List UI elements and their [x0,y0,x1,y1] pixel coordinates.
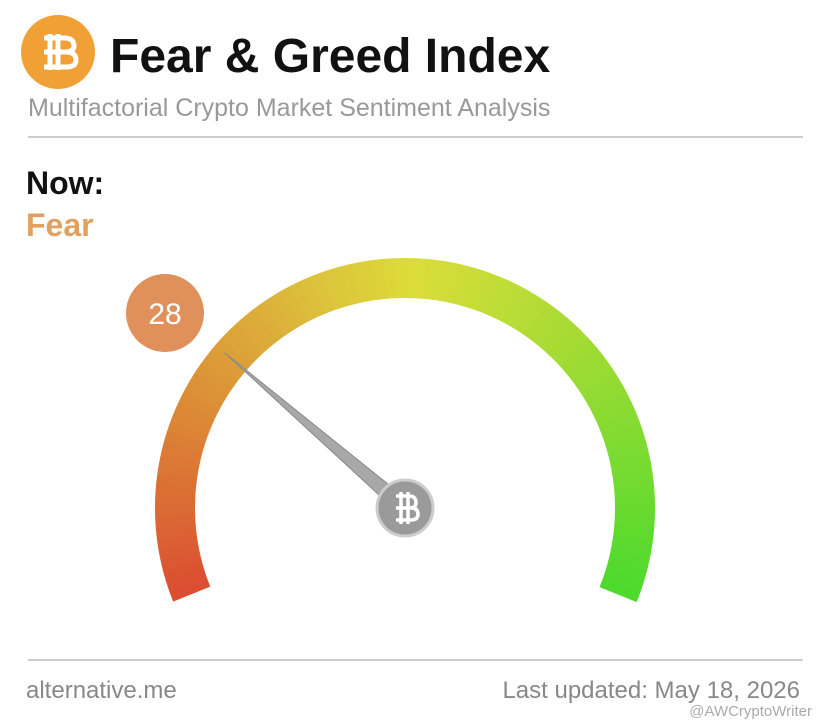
gauge-arc [290,280,318,322]
gauge-arc [236,315,271,353]
gauge-arc [613,473,654,489]
gauge-arc [161,441,203,462]
gauge-arc [602,569,645,593]
gauge-arc [599,578,641,603]
gauge-arc [361,260,379,302]
logo-glyph [44,34,79,70]
gauge-arc [330,266,352,308]
gauge-arc [565,346,604,380]
gauge-arc [156,473,198,489]
gauge-arc [450,263,470,306]
gauge-arc [605,560,647,582]
gauge-arc [271,290,301,331]
gauge-arc [576,363,616,395]
gauge-arc [340,263,361,306]
gauge-arc [351,261,370,303]
gauge-arc [183,381,224,411]
gauge-arc [221,330,258,366]
gauge-arc [423,258,439,300]
gauge: 28 [126,258,655,603]
gauge-arc [228,322,265,360]
gauge-arc [432,260,449,302]
gauge-arc [253,302,286,342]
gauge-arc [189,372,229,403]
gauge-arc [608,551,650,572]
gauge-arc [414,258,428,299]
gauge-arc [613,524,655,540]
gauge-arc [581,372,622,403]
gauge-arc [552,330,590,366]
gauge-arc [611,463,653,480]
gauge-arc [162,560,205,582]
gauge-arc [157,462,199,480]
gauge-arc [372,258,388,300]
gauge-arc [280,285,309,326]
gauge-arc [601,421,644,445]
gauge-arc [383,258,397,299]
gauge-arc [309,272,335,314]
gauge-arc [586,381,627,411]
gauge-arc [610,542,652,561]
gauge-arc [156,533,198,550]
gauge-arc [532,309,566,348]
gauge-arc [200,354,240,387]
gauge-arc [571,355,610,388]
gauge-arc [441,261,460,304]
gauge-arc [598,411,640,436]
status: Fear [26,207,94,243]
gauge-arc [524,302,558,342]
gauge-arc [194,363,234,395]
gauge-arc [155,515,196,528]
gauge-arc [614,515,655,529]
gauge-arc [546,323,582,360]
gauge-arc [170,410,212,436]
watermark: @AWCryptoWriter [689,703,812,720]
gauge-arc [467,269,491,311]
gauge-arc [614,484,655,498]
gauge-arc [244,308,279,347]
gauge-arc [493,281,521,322]
updated: Last updated: May 18, 2026 [502,677,800,704]
gauge-arc [160,551,202,571]
now-label: Now: [26,165,104,201]
hub-glyph [396,492,420,524]
gauge-arc [159,451,201,471]
gauge-arc [169,577,211,602]
value-badge [126,274,204,352]
gauge-arc [319,269,343,311]
gauge-arc [484,276,511,318]
source: alternative.me [26,677,177,704]
gauge-arc [166,420,209,444]
gauge-arc [609,452,652,471]
value-label: 28 [148,298,181,331]
gauge-arc [559,338,597,373]
gauge-arc [476,272,501,315]
gauge-arc [155,524,197,539]
gauge-arc [459,266,481,308]
gauge-arc [158,542,200,561]
gauge-arc [165,568,208,592]
gauge-arc [262,296,294,336]
subtitle: Multifactorial Crypto Market Sentiment A… [28,94,550,122]
gauge-arc [590,391,632,419]
gauge-arc [299,276,326,318]
gauge-arc [501,286,530,327]
gauge-arc [539,315,574,354]
gauge-arc [607,441,649,462]
gauge-arc [517,296,549,336]
title: Fear & Greed Index [110,30,550,83]
gauge-arc [174,400,216,427]
gauge-arc [207,346,246,380]
gauge-arc [604,431,647,454]
gauge-arc [155,484,196,498]
gauge-arc [594,401,636,428]
gauge-arc [178,391,220,419]
gauge-arc [611,533,654,551]
gauge-arc [509,291,540,331]
gauge-arc [163,430,206,453]
